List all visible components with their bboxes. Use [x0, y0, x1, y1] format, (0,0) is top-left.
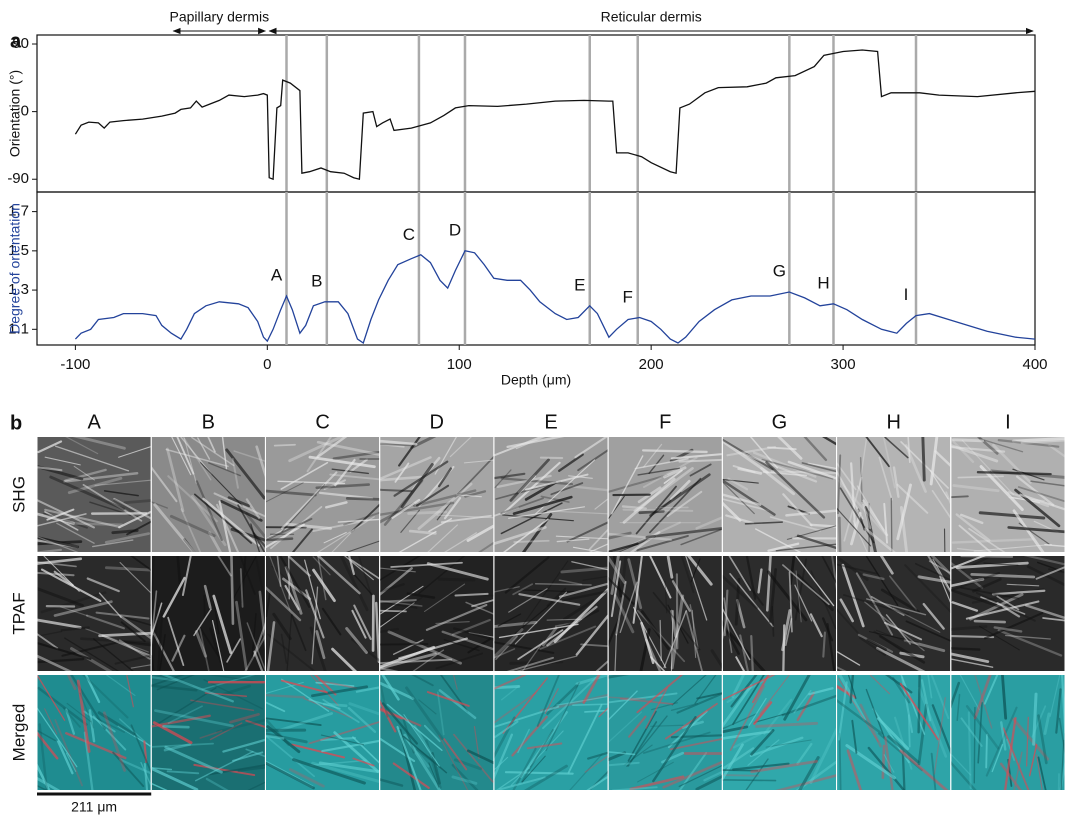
- region-label: Reticular dermis: [601, 9, 702, 25]
- panel-label: b: [10, 412, 22, 434]
- plot-frame: [37, 35, 1035, 192]
- marker-label: F: [623, 287, 633, 306]
- image-tile: [710, 541, 838, 698]
- image-tile: [934, 646, 1067, 817]
- row-label: SHG: [9, 476, 28, 513]
- fiber: [975, 621, 1005, 622]
- image-tile: [135, 660, 289, 804]
- fiber: [922, 425, 924, 480]
- fiber: [514, 541, 548, 542]
- y-tick-label: 90: [12, 35, 29, 52]
- x-tick-label: -100: [60, 356, 90, 373]
- image-tile: [593, 531, 732, 700]
- fiber: [954, 440, 983, 441]
- fiber: [961, 556, 1012, 557]
- fiber: [372, 644, 428, 645]
- fiber: [439, 579, 474, 580]
- x-tick-label: 200: [639, 356, 664, 373]
- marker-label: A: [271, 265, 283, 284]
- fiber: [32, 550, 61, 553]
- fiber: [986, 735, 987, 768]
- tile-texture: [818, 647, 956, 817]
- tile-texture: [249, 660, 395, 790]
- image-tile: [15, 548, 175, 686]
- data-line: [75, 251, 1035, 343]
- fiber: [68, 523, 122, 524]
- marker-label: B: [311, 271, 322, 290]
- fiber: [289, 556, 290, 599]
- column-header: H: [886, 411, 900, 433]
- image-tile: [249, 660, 395, 790]
- row-label: TPAF: [9, 592, 28, 634]
- image-tile: [818, 647, 956, 817]
- x-tick-label: 0: [263, 356, 271, 373]
- column-header: D: [430, 411, 444, 433]
- figure: a b 900-90Orientation (°)1.71.51.31.1-10…: [0, 0, 1067, 817]
- fiber: [164, 726, 189, 727]
- x-tick-label: 400: [1022, 356, 1047, 373]
- tile-texture: [135, 660, 289, 804]
- marker-label: G: [773, 262, 786, 281]
- x-tick-label: 100: [447, 356, 472, 373]
- marker-label: D: [449, 220, 461, 239]
- scale-bar-label: 211 μm: [71, 799, 117, 815]
- fiber: [640, 511, 663, 512]
- fiber: [839, 518, 840, 553]
- data-line: [75, 50, 1035, 179]
- tile-texture: [593, 531, 732, 700]
- x-tick-label: 300: [831, 356, 856, 373]
- fiber: [275, 445, 295, 446]
- y-axis-label: Orientation (°): [7, 70, 23, 157]
- fiber: [624, 510, 693, 511]
- tile-texture: [15, 548, 175, 686]
- column-header: F: [659, 411, 671, 433]
- marker-label: H: [817, 273, 829, 292]
- tile-texture: [710, 541, 838, 698]
- column-header: A: [87, 411, 101, 433]
- y-tick-label: -90: [7, 170, 29, 187]
- y-axis-label: Degree of orientation: [7, 203, 23, 334]
- tile-texture: [934, 646, 1067, 817]
- x-axis-label: Depth (μm): [501, 372, 571, 388]
- fiber: [268, 539, 293, 540]
- fiber: [883, 746, 884, 778]
- region-label: Papillary dermis: [170, 9, 270, 25]
- fiber: [643, 450, 706, 452]
- column-header: B: [202, 411, 215, 433]
- marker-label: I: [904, 285, 909, 304]
- marker-label: C: [403, 225, 415, 244]
- fiber: [783, 625, 784, 675]
- plot-frame: [37, 192, 1035, 345]
- column-header: E: [544, 411, 557, 433]
- fiber: [231, 552, 233, 623]
- column-header: G: [772, 411, 788, 433]
- fiber: [506, 772, 573, 773]
- row-label: Merged: [9, 704, 28, 762]
- column-header: I: [1005, 411, 1011, 433]
- column-header: C: [315, 411, 329, 433]
- marker-label: E: [574, 275, 585, 294]
